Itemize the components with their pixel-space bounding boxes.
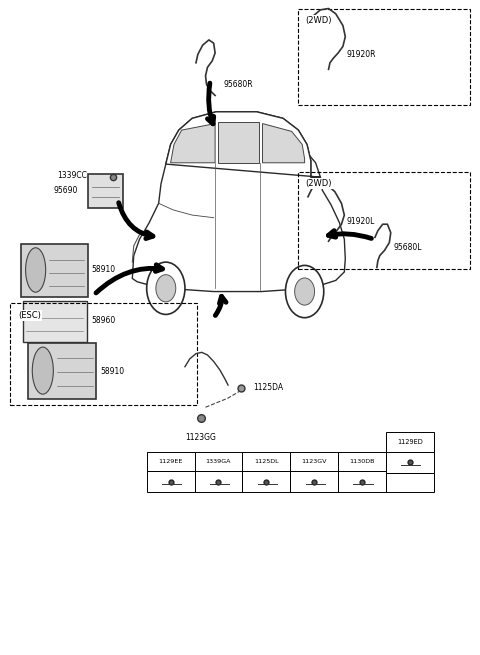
Text: 1130DB: 1130DB [349,459,375,464]
Polygon shape [166,112,321,177]
Text: 1129EE: 1129EE [158,459,183,464]
Text: 95680L: 95680L [393,243,421,252]
Text: 95690: 95690 [54,186,78,195]
Bar [147,452,194,472]
Bar [338,452,386,472]
Text: 1125DA: 1125DA [253,383,283,392]
FancyBboxPatch shape [28,343,96,400]
Text: 1339GA: 1339GA [206,459,231,464]
FancyBboxPatch shape [88,174,123,208]
Text: 1125DL: 1125DL [254,459,278,464]
Bar [242,472,290,492]
Bar [194,452,242,472]
Bar [147,472,194,492]
Circle shape [156,274,176,302]
Bar [386,473,434,492]
Text: 1339CC: 1339CC [57,172,87,180]
Bar [290,472,338,492]
Polygon shape [132,132,345,291]
Bar [194,472,242,492]
Text: 91920L: 91920L [346,217,374,226]
Ellipse shape [25,248,46,292]
Text: 58910: 58910 [92,265,116,274]
Circle shape [295,278,314,305]
FancyBboxPatch shape [21,244,88,297]
Text: 58910: 58910 [100,367,124,377]
Circle shape [286,265,324,318]
Text: 95680R: 95680R [223,80,253,89]
Text: 91920R: 91920R [346,50,376,59]
Bar [290,452,338,472]
Polygon shape [170,124,215,163]
FancyBboxPatch shape [23,301,87,342]
Polygon shape [218,122,259,163]
Ellipse shape [32,347,53,394]
Polygon shape [263,124,305,163]
Bar [338,472,386,492]
Text: (ESC): (ESC) [18,311,41,320]
Bar [386,432,434,452]
Text: 1123GG: 1123GG [185,434,216,442]
Text: 1129ED: 1129ED [397,439,423,445]
Text: (2WD): (2WD) [306,179,332,188]
Bar [386,452,434,473]
Bar [242,452,290,472]
Text: (2WD): (2WD) [306,16,332,25]
Circle shape [147,262,185,314]
Text: 1123GV: 1123GV [301,459,327,464]
Text: 58960: 58960 [92,316,116,326]
